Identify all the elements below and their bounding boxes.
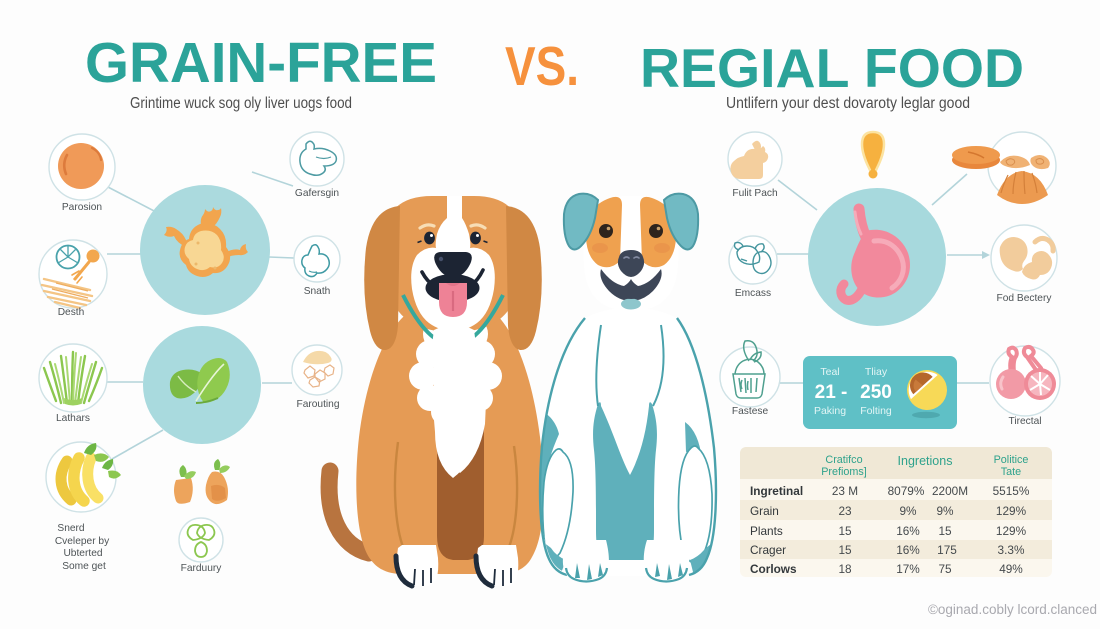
- svg-text:Fastese: Fastese: [732, 406, 769, 417]
- svg-text:Farduury: Farduury: [181, 563, 223, 574]
- svg-text:Cveleper by: Cveleper by: [55, 536, 110, 547]
- svg-text:Some get: Some get: [62, 561, 106, 572]
- svg-text:Crager: Crager: [750, 543, 786, 557]
- svg-text:GRAIN-FREE: GRAIN-FREE: [85, 31, 437, 94]
- svg-text:Ubterted: Ubterted: [63, 548, 102, 559]
- svg-text:Gafersgin: Gafersgin: [295, 188, 339, 199]
- svg-text:9%: 9%: [899, 504, 917, 518]
- svg-text:Snath: Snath: [304, 286, 331, 297]
- svg-text:75: 75: [938, 562, 952, 576]
- svg-text:129%: 129%: [996, 524, 1027, 538]
- svg-text:23 M: 23 M: [832, 484, 858, 498]
- svg-text:8079%: 8079%: [888, 484, 925, 498]
- svg-text:16%: 16%: [896, 524, 920, 538]
- svg-text:Ingretions: Ingretions: [898, 454, 953, 468]
- svg-text:Snerd: Snerd: [57, 523, 85, 534]
- svg-text:9%: 9%: [936, 504, 954, 518]
- svg-text:250: 250: [860, 382, 892, 403]
- svg-text:Teal: Teal: [820, 366, 839, 378]
- svg-text:175: 175: [937, 543, 957, 557]
- svg-text:18: 18: [838, 562, 852, 576]
- svg-text:21 -: 21 -: [815, 382, 848, 403]
- svg-text:Politice: Politice: [994, 454, 1029, 466]
- svg-text:Fod Bectery: Fod Bectery: [997, 293, 1053, 304]
- svg-text:Cratifco: Cratifco: [825, 454, 862, 466]
- svg-text:Fulit Pach: Fulit Pach: [732, 188, 777, 199]
- svg-text:15: 15: [838, 543, 852, 557]
- svg-text:Lathars: Lathars: [56, 413, 90, 424]
- svg-text:Tirectal: Tirectal: [1008, 416, 1041, 427]
- svg-text:Emcass: Emcass: [735, 288, 771, 299]
- svg-text:3.3%: 3.3%: [998, 543, 1025, 557]
- svg-text:Grain: Grain: [750, 504, 779, 518]
- svg-text:Tliay: Tliay: [865, 366, 888, 378]
- svg-text:Parosion: Parosion: [62, 202, 102, 213]
- svg-text:Ingretinal: Ingretinal: [750, 484, 803, 498]
- svg-text:2200M: 2200M: [932, 484, 968, 498]
- svg-text:49%: 49%: [999, 562, 1023, 576]
- svg-text:Farouting: Farouting: [296, 399, 339, 410]
- svg-text:Untlifern your dest dovaroty l: Untlifern your dest dovaroty leglar good: [726, 95, 970, 112]
- svg-text:REGIAL FOOD: REGIAL FOOD: [640, 37, 1024, 99]
- svg-text:Plants: Plants: [750, 524, 783, 538]
- svg-text:Tate: Tate: [1001, 466, 1021, 478]
- svg-text:Paking: Paking: [814, 405, 846, 417]
- svg-text:17%: 17%: [896, 562, 920, 576]
- svg-text:15: 15: [838, 524, 852, 538]
- svg-text:5515%: 5515%: [993, 484, 1030, 498]
- svg-text:©oginad.cobly lcord.clanced: ©oginad.cobly lcord.clanced: [928, 602, 1097, 617]
- svg-text:15: 15: [938, 524, 952, 538]
- svg-text:129%: 129%: [996, 504, 1027, 518]
- svg-text:Grintime wuck sog oly liver uo: Grintime wuck sog oly liver uogs food: [130, 95, 352, 112]
- svg-text:Desth: Desth: [58, 307, 85, 318]
- svg-text:Folting: Folting: [860, 405, 892, 417]
- svg-text:VS.: VS.: [505, 35, 579, 97]
- svg-text:Prefioms]: Prefioms]: [821, 466, 867, 478]
- svg-text:Corlows: Corlows: [750, 562, 797, 576]
- svg-text:16%: 16%: [896, 543, 920, 557]
- svg-text:23: 23: [838, 504, 852, 518]
